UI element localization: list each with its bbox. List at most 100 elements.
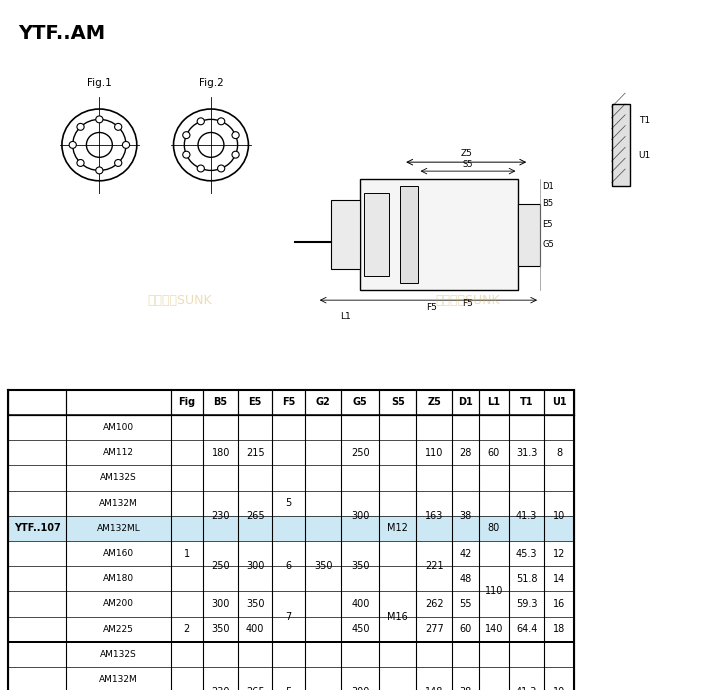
- Text: B5: B5: [542, 199, 553, 208]
- Text: 1: 1: [184, 549, 190, 558]
- Text: 6: 6: [286, 561, 292, 571]
- Circle shape: [197, 118, 204, 125]
- Text: 51.8: 51.8: [516, 574, 537, 584]
- Text: 350: 350: [314, 561, 333, 571]
- Text: AM160: AM160: [103, 549, 134, 558]
- Text: AM180: AM180: [103, 574, 134, 583]
- Text: 148: 148: [425, 687, 444, 690]
- Text: 60: 60: [487, 448, 500, 457]
- Text: 16: 16: [553, 599, 565, 609]
- Text: 163: 163: [425, 511, 444, 521]
- Text: Z5: Z5: [460, 149, 472, 159]
- Circle shape: [197, 165, 204, 172]
- Text: L1: L1: [487, 397, 500, 407]
- Text: 64.4: 64.4: [516, 624, 537, 634]
- Circle shape: [183, 132, 190, 139]
- Text: 110: 110: [425, 448, 444, 457]
- Text: G5: G5: [353, 397, 368, 407]
- Text: B5: B5: [214, 397, 228, 407]
- Text: 180: 180: [212, 448, 230, 457]
- Text: 45.3: 45.3: [516, 549, 537, 558]
- Bar: [331, 200, 360, 269]
- Text: AM132S: AM132S: [100, 473, 137, 482]
- Text: E5: E5: [542, 219, 553, 229]
- Text: 221: 221: [425, 561, 444, 571]
- Text: G5: G5: [542, 240, 554, 250]
- Circle shape: [77, 124, 84, 130]
- Text: 400: 400: [246, 624, 264, 634]
- Text: 230: 230: [212, 511, 230, 521]
- Text: 14: 14: [553, 574, 565, 584]
- Text: 10: 10: [553, 687, 565, 690]
- Bar: [612, 104, 629, 186]
- Text: 28: 28: [459, 448, 472, 457]
- Text: 5: 5: [286, 498, 292, 508]
- Text: E5: E5: [248, 397, 262, 407]
- Text: Z5: Z5: [427, 397, 441, 407]
- Text: G2: G2: [316, 397, 330, 407]
- Text: 110: 110: [485, 586, 503, 596]
- Text: AM132S: AM132S: [100, 650, 137, 659]
- Text: 38: 38: [459, 687, 472, 690]
- Text: YTF..AM: YTF..AM: [18, 24, 105, 43]
- Text: 2: 2: [184, 624, 190, 634]
- Bar: [400, 186, 418, 283]
- Text: AM132M: AM132M: [99, 499, 138, 508]
- Text: 277: 277: [425, 624, 444, 634]
- Text: 400: 400: [351, 599, 369, 609]
- Text: 48: 48: [459, 574, 472, 584]
- Circle shape: [114, 124, 122, 130]
- Text: Fig.1: Fig.1: [87, 78, 112, 88]
- Text: AM225: AM225: [103, 624, 134, 633]
- Text: 7: 7: [286, 611, 292, 622]
- Text: 350: 350: [246, 599, 264, 609]
- Text: F5: F5: [426, 302, 438, 312]
- Text: 80: 80: [487, 524, 500, 533]
- Text: 230: 230: [212, 687, 230, 690]
- Text: Fig.2: Fig.2: [199, 78, 223, 88]
- Text: 140: 140: [485, 624, 503, 634]
- Text: S5: S5: [391, 397, 405, 407]
- Text: 41.3: 41.3: [516, 687, 537, 690]
- Circle shape: [183, 151, 190, 158]
- Bar: [364, 193, 389, 276]
- Text: 12: 12: [553, 549, 565, 558]
- Text: 31.3: 31.3: [516, 448, 537, 457]
- Circle shape: [77, 159, 84, 166]
- Bar: [360, 179, 518, 290]
- Bar: [518, 204, 540, 266]
- Text: 350: 350: [351, 561, 369, 571]
- Text: T1: T1: [520, 397, 534, 407]
- Text: 265: 265: [246, 687, 264, 690]
- Text: AM200: AM200: [103, 600, 134, 609]
- Text: D1: D1: [458, 397, 473, 407]
- Bar: [8, 515, 574, 541]
- Text: AM132M: AM132M: [99, 675, 138, 684]
- Text: AM112: AM112: [103, 448, 134, 457]
- Text: 38: 38: [459, 511, 472, 521]
- Circle shape: [69, 141, 76, 148]
- Text: U1: U1: [552, 397, 567, 407]
- Circle shape: [232, 151, 239, 158]
- Text: 350: 350: [212, 624, 230, 634]
- Text: D1: D1: [542, 181, 554, 191]
- Text: F5: F5: [462, 299, 474, 308]
- Text: 300: 300: [351, 687, 369, 690]
- Text: 215: 215: [246, 448, 264, 457]
- Text: 250: 250: [212, 561, 230, 571]
- Text: 450: 450: [351, 624, 369, 634]
- Circle shape: [217, 118, 225, 125]
- Text: 262: 262: [425, 599, 444, 609]
- Text: 60: 60: [459, 624, 472, 634]
- Text: 42: 42: [459, 549, 472, 558]
- Text: M16: M16: [387, 611, 408, 622]
- Circle shape: [114, 159, 122, 166]
- Circle shape: [217, 165, 225, 172]
- Text: 8: 8: [556, 448, 562, 457]
- Text: S5: S5: [463, 159, 473, 169]
- Text: 上坤传动SUNK: 上坤传动SUNK: [148, 294, 212, 306]
- Circle shape: [96, 167, 103, 174]
- Text: 41.3: 41.3: [516, 511, 537, 521]
- Text: 300: 300: [212, 599, 230, 609]
- Text: 10: 10: [553, 511, 565, 521]
